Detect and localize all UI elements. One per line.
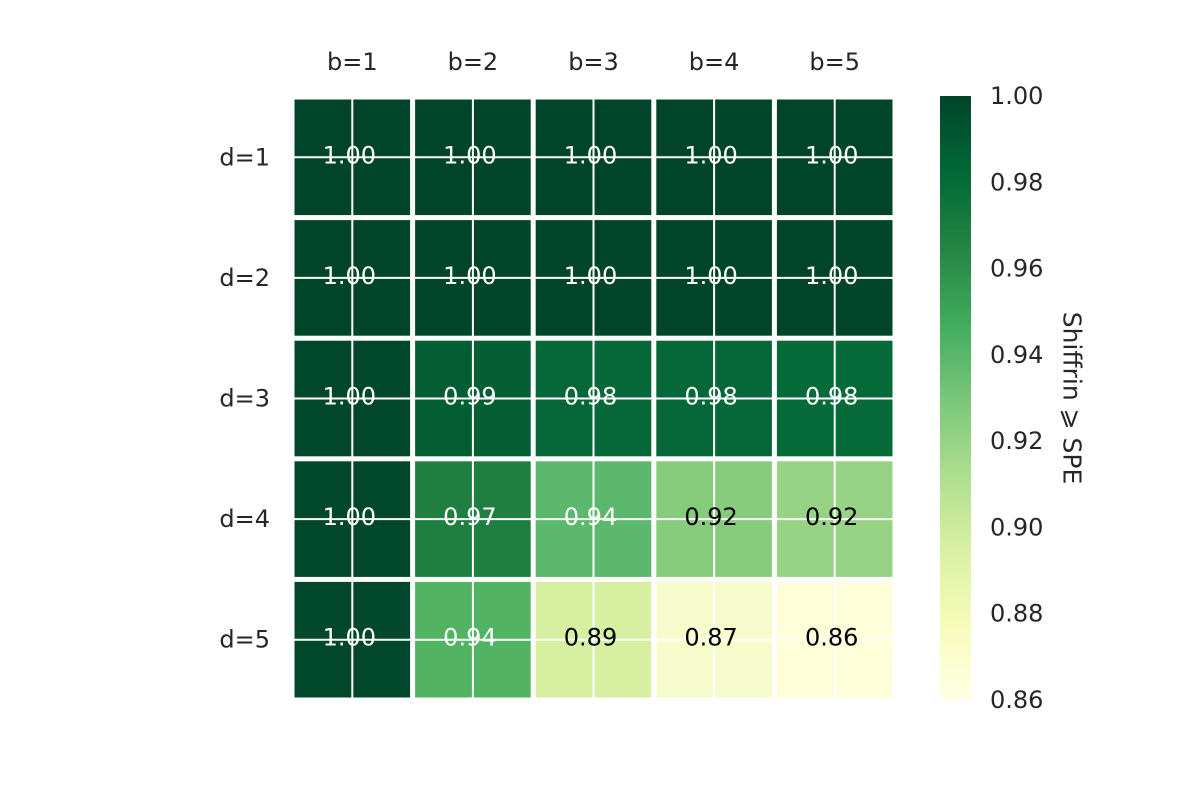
y-tick-label: d=2 — [219, 264, 270, 292]
cell-value-label: 0.94 — [564, 503, 617, 531]
colorbar-tick-labels: 1.00 0.98 0.96 0.94 0.92 0.90 0.88 0.86 — [990, 82, 1043, 714]
cell-value-label: 1.00 — [323, 383, 376, 411]
cell-value-label: 1.00 — [443, 262, 496, 290]
y-tick-labels: d=1 d=2 d=3 d=4 d=5 — [219, 143, 270, 653]
cell-value-label: 0.94 — [443, 624, 496, 652]
cell-value-label: 0.98 — [684, 383, 737, 411]
cell-value-label: 0.99 — [443, 383, 496, 411]
colorbar-tick-label: 0.94 — [990, 341, 1043, 369]
y-tick-label: d=5 — [219, 626, 270, 654]
colorbar-tick-label: 0.92 — [990, 427, 1043, 455]
cell-value-label: 1.00 — [805, 141, 858, 169]
colorbar-tick-label: 0.86 — [990, 686, 1043, 714]
cell-value-label: 1.00 — [684, 141, 737, 169]
x-tick-label: b=5 — [809, 48, 860, 76]
colorbar-tick-label: 0.96 — [990, 255, 1043, 283]
colorbar-tick-label: 0.90 — [990, 513, 1043, 541]
cell-value-label: 1.00 — [323, 624, 376, 652]
cell-value-label: 1.00 — [323, 262, 376, 290]
cell-value-label: 1.00 — [564, 141, 617, 169]
cell-value-label: 0.86 — [805, 624, 858, 652]
x-tick-labels: b=1 b=2 b=3 b=4 b=5 — [327, 48, 860, 76]
colorbar-tick-label: 0.88 — [990, 600, 1043, 628]
cell-value-label: 0.89 — [564, 624, 617, 652]
cell-value-label: 0.92 — [805, 503, 858, 531]
cell-value-label: 1.00 — [323, 503, 376, 531]
cell-labels: 1.00 1.00 1.00 1.00 1.00 1.00 1.00 1.00 1.00 1.00… — [323, 141, 859, 651]
colorbar-gradient — [940, 96, 971, 700]
y-tick-label: d=1 — [219, 143, 270, 171]
cell-value-label: 1.00 — [323, 141, 376, 169]
colorbar-tick-label: 1.00 — [990, 82, 1043, 110]
cell-value-label: 1.00 — [684, 262, 737, 290]
cell-value-label: 0.92 — [684, 503, 737, 531]
colorbar-tick-label: 0.98 — [990, 168, 1043, 196]
cell-value-label: 0.98 — [805, 383, 858, 411]
cell-value-label: 1.00 — [805, 262, 858, 290]
colorbar: 1.00 0.98 0.96 0.94 0.92 0.90 0.88 0.86 Shiffri… — [940, 82, 1087, 714]
x-tick-label: b=2 — [448, 48, 499, 76]
gridlines — [292, 97, 895, 700]
y-tick-label: d=4 — [219, 505, 270, 533]
cell-value-label: 0.98 — [564, 383, 617, 411]
colorbar-label: Shiffrin ⩾ SPE — [1058, 312, 1087, 485]
cell-value-label: 1.00 — [564, 262, 617, 290]
y-tick-label: d=3 — [219, 385, 270, 413]
cell-value-label: 1.00 — [443, 141, 496, 169]
x-tick-label: b=3 — [568, 48, 619, 76]
cell-value-label: 0.87 — [684, 624, 737, 652]
x-tick-label: b=1 — [327, 48, 378, 76]
x-tick-label: b=4 — [689, 48, 740, 76]
cell-value-label: 0.97 — [443, 503, 496, 531]
